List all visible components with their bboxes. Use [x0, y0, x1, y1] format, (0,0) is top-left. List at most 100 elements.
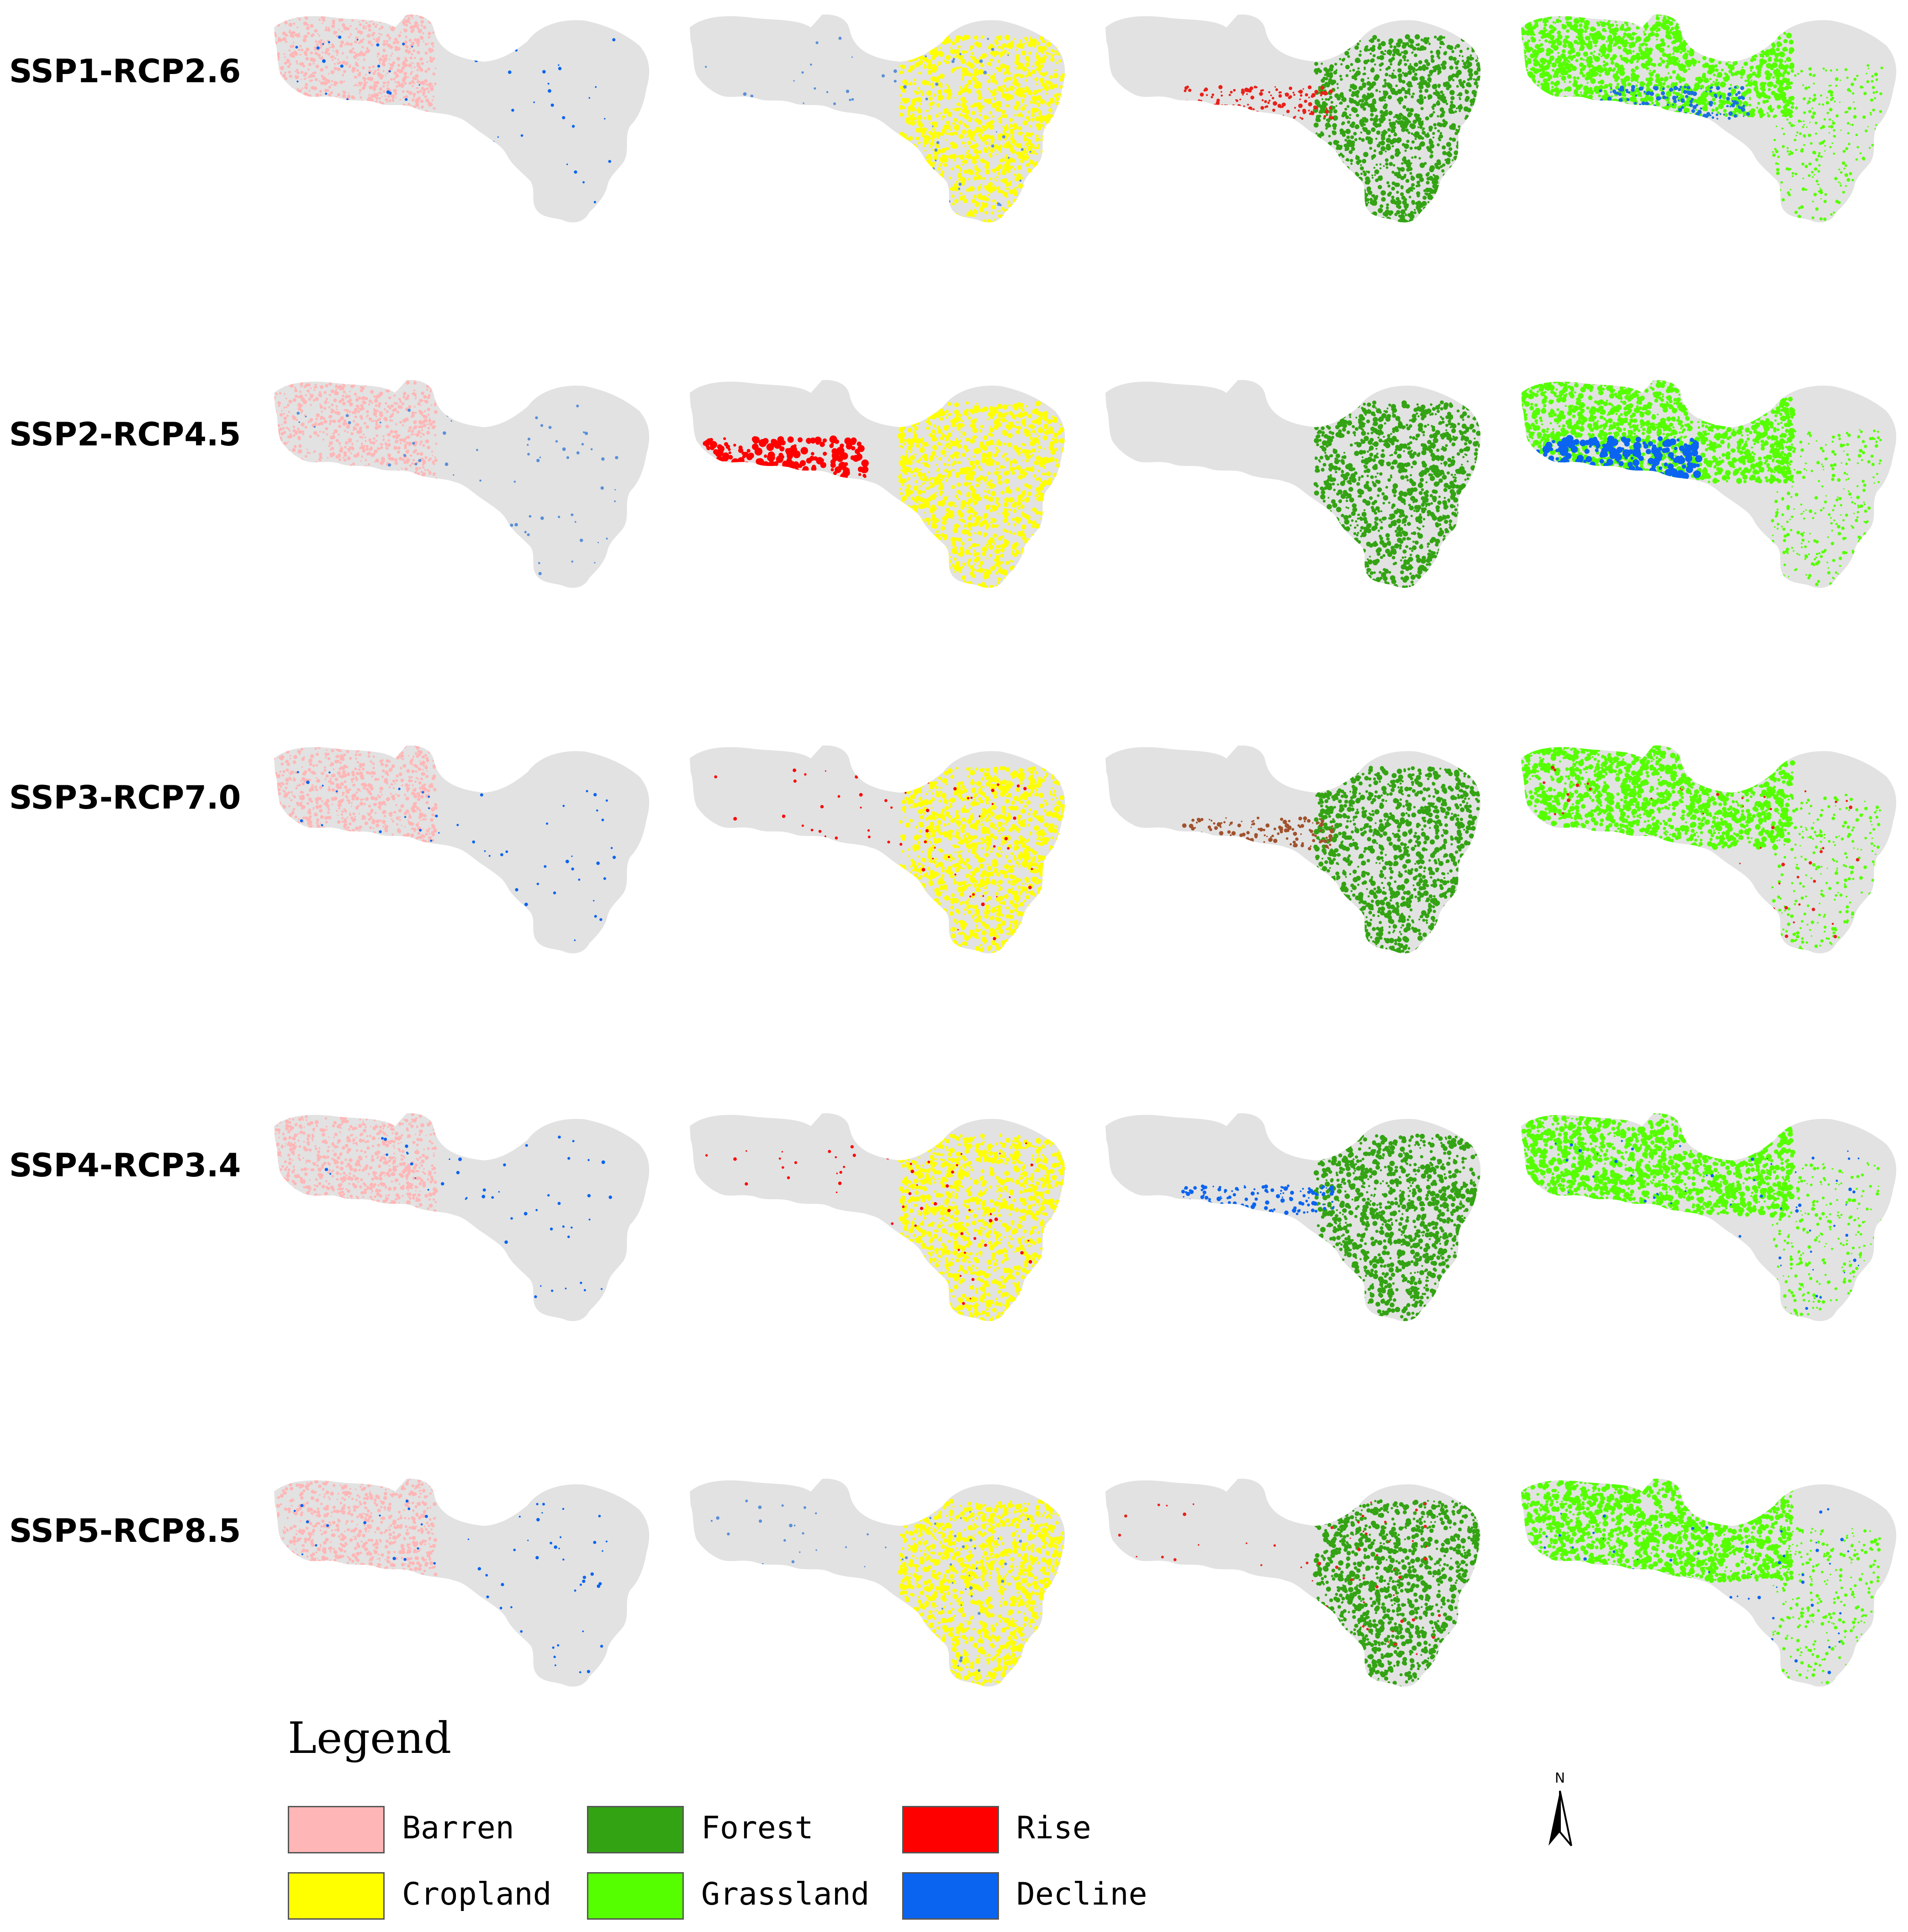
map-cell	[1003, 79, 1007, 83]
map-cell	[1443, 121, 1448, 125]
map-cell	[1467, 142, 1473, 148]
map-cell	[386, 101, 388, 103]
map-cell	[1195, 112, 1197, 114]
map-cell	[409, 48, 411, 50]
map-cell	[408, 91, 412, 95]
map-cell	[1589, 33, 1593, 37]
map-cell	[1655, 14, 1660, 16]
map-cell	[1018, 218, 1020, 221]
map-cell	[318, 40, 322, 44]
map-cell	[997, 202, 1001, 206]
map-cell	[424, 110, 428, 114]
map-cell	[1008, 190, 1014, 195]
map-cell	[1052, 170, 1056, 175]
map-cell	[278, 71, 282, 75]
map-cell	[1367, 170, 1370, 174]
map-cell	[1471, 157, 1474, 159]
map-cell	[1430, 208, 1436, 213]
map-cell	[1316, 212, 1320, 216]
map-cell	[1645, 78, 1649, 81]
map-cell	[432, 19, 434, 22]
map-cell	[1738, 36, 1743, 42]
map-cell	[893, 79, 897, 83]
map-cell	[1211, 93, 1215, 96]
map-cell	[422, 91, 426, 95]
map-cell	[967, 80, 971, 83]
map-cell	[1419, 126, 1423, 129]
map-cell	[1438, 139, 1442, 142]
map-cell	[274, 52, 275, 55]
map-cell	[1603, 90, 1607, 93]
map-cell	[1734, 17, 1739, 22]
map-cell	[372, 86, 375, 88]
map-cell	[1450, 101, 1453, 104]
map-cell	[1459, 139, 1463, 143]
map-cell	[370, 98, 374, 102]
map-cell	[407, 103, 410, 106]
map-cell	[919, 211, 922, 214]
map-cell	[930, 138, 932, 140]
map-cell	[412, 17, 414, 19]
map-cell	[967, 73, 972, 77]
map-cell	[983, 160, 987, 164]
map-cell	[1339, 74, 1342, 78]
map-cell	[914, 212, 917, 216]
map-cell	[303, 92, 307, 96]
map-cell	[1246, 93, 1248, 95]
map-cell	[418, 84, 420, 86]
map-cell	[1455, 170, 1460, 175]
map-cell	[1422, 68, 1426, 71]
map-cell	[1044, 125, 1050, 131]
map-cell	[289, 198, 291, 201]
map-cell	[1025, 143, 1028, 146]
map-cell	[1386, 181, 1390, 185]
map-cell	[914, 62, 920, 68]
map-cell	[357, 73, 361, 77]
map-cell	[1451, 126, 1456, 130]
map-cell	[428, 36, 431, 39]
map-cell	[1008, 157, 1010, 159]
map-cell	[1031, 95, 1037, 101]
map-cell	[1248, 106, 1253, 111]
map-cell	[365, 51, 368, 53]
map-cell	[1591, 91, 1594, 95]
map-cell	[1041, 177, 1047, 182]
map-cell	[992, 120, 995, 123]
map-cell	[1473, 167, 1477, 171]
map-cell	[1226, 111, 1228, 113]
map-cell	[281, 98, 285, 101]
map-cell	[903, 212, 908, 218]
map-cell	[1650, 113, 1655, 117]
map-cell	[1048, 203, 1052, 207]
map-cell	[320, 99, 324, 104]
map-cell	[1305, 93, 1308, 96]
map-cell	[1517, 106, 1521, 110]
map-cell	[1675, 23, 1679, 26]
map-cell	[1347, 55, 1350, 58]
map-cell	[335, 14, 339, 16]
map-cell	[421, 29, 423, 31]
map-cell	[1412, 119, 1417, 124]
map-cell	[1321, 206, 1326, 210]
map-cell	[1057, 183, 1062, 189]
map-cell	[363, 58, 366, 61]
map-cell	[1547, 112, 1553, 118]
map-cell	[1449, 179, 1453, 183]
map-cell	[363, 66, 365, 69]
map-cell	[1343, 205, 1346, 208]
map-cell	[418, 191, 421, 194]
map-cell	[1362, 117, 1364, 120]
map-cell	[1047, 80, 1052, 85]
map-cell	[1746, 42, 1750, 46]
map-cell	[1443, 173, 1447, 177]
map-cell	[277, 40, 279, 42]
map-cell	[996, 36, 1000, 40]
map-cell	[1339, 128, 1344, 133]
map-cell	[920, 37, 923, 40]
map-cell	[1423, 212, 1428, 217]
map-cell	[1434, 209, 1440, 215]
map-cell	[402, 77, 406, 82]
map-cell	[298, 48, 301, 51]
map-cell	[434, 32, 437, 34]
map-cell	[285, 114, 289, 117]
